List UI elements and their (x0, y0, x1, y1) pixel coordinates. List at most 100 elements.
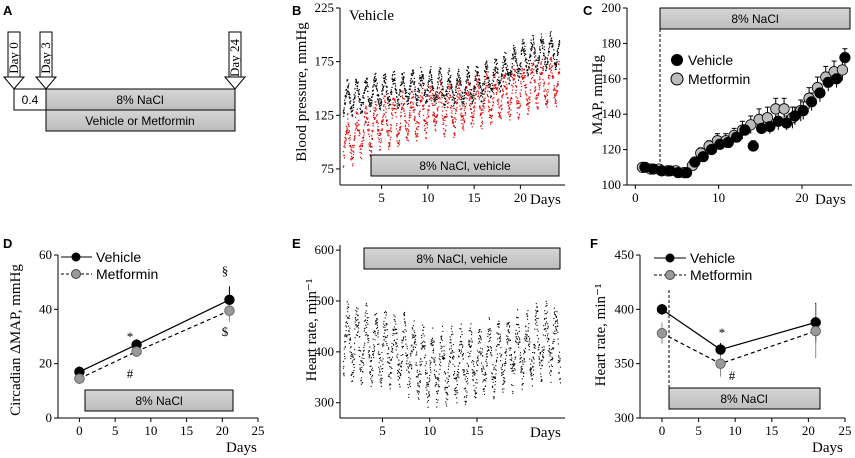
series1-point (440, 74, 442, 76)
series1-point (517, 72, 519, 75)
vehicle-point (839, 51, 851, 64)
heart-rate-point (438, 373, 440, 375)
series2-point (430, 90, 432, 92)
series1-point (522, 49, 524, 51)
series1-point (533, 53, 535, 55)
series1-point (468, 75, 471, 77)
series2-point (443, 133, 445, 136)
heart-rate-point (411, 365, 413, 367)
series2-point (425, 136, 427, 139)
series1-point (426, 88, 428, 90)
series2-point (549, 67, 551, 69)
heart-rate-point (431, 344, 433, 346)
heart-rate-point (360, 383, 362, 385)
series2-point (508, 108, 510, 110)
series2-point (386, 131, 388, 133)
series1-point (529, 59, 531, 62)
heart-rate-point (412, 328, 414, 330)
heart-rate-point (447, 394, 449, 396)
heart-rate-point (549, 349, 551, 351)
heart-rate-point (489, 333, 491, 335)
heart-rate-point (353, 342, 356, 344)
series2-point (453, 136, 455, 138)
series2-point (527, 102, 529, 104)
series2-point (414, 116, 416, 118)
heart-rate-point (484, 374, 486, 376)
series1-point (521, 47, 523, 49)
panel-d-xtick-label: 0 (76, 423, 83, 438)
series2-point (501, 97, 503, 99)
heart-rate-point (362, 362, 364, 364)
heart-rate-point (465, 401, 467, 403)
series2-point (374, 110, 376, 112)
series1-point (371, 96, 373, 99)
series2-point (553, 76, 555, 78)
series1-point (346, 86, 349, 88)
series2-point (510, 98, 512, 100)
heart-rate-point (482, 367, 485, 369)
heart-rate-point (378, 357, 381, 360)
heart-rate-point (377, 343, 379, 345)
series2-point (502, 90, 504, 92)
heart-rate-point (538, 358, 540, 360)
heart-rate-point (363, 346, 365, 349)
heart-rate-point (432, 350, 435, 352)
series2-point (489, 114, 491, 117)
series1-point (358, 100, 360, 102)
series1-point (413, 82, 416, 84)
series1-point (348, 93, 350, 95)
heart-rate-point (544, 313, 546, 315)
series2-point (550, 69, 553, 71)
series2-point (470, 123, 472, 125)
series1-point (348, 92, 350, 94)
series1-point (516, 65, 519, 67)
heart-rate-point (502, 391, 504, 393)
heart-rate-point (528, 343, 530, 345)
series1-point (496, 71, 498, 74)
series2-point (458, 94, 461, 96)
series2-point (429, 91, 432, 93)
series2-point (431, 97, 433, 99)
series1-point (467, 67, 469, 69)
heart-rate-point (546, 328, 548, 330)
heart-rate-point (415, 344, 417, 346)
series1-point (396, 96, 398, 98)
heart-rate-point (513, 361, 515, 363)
series2-point (346, 127, 348, 129)
series2-point (473, 111, 475, 113)
heart-rate-point (463, 370, 465, 372)
series1-point (432, 87, 434, 90)
series2-point (343, 165, 345, 167)
series2-point (375, 103, 377, 106)
heart-rate-point (547, 333, 549, 335)
series2-point (516, 100, 518, 102)
heart-rate-point (505, 354, 508, 356)
heart-rate-point (514, 333, 517, 335)
series2-point (374, 101, 376, 103)
series2-point (433, 112, 436, 114)
series1-point (537, 59, 539, 61)
heart-rate-point (500, 354, 502, 357)
heart-rate-point (557, 338, 559, 340)
heart-rate-point (506, 323, 508, 325)
series1-point (496, 71, 498, 73)
heart-rate-point (436, 401, 438, 403)
heart-rate-point (348, 342, 351, 344)
heart-rate-point (485, 356, 488, 358)
heart-rate-point (425, 372, 427, 374)
series1-point (366, 82, 368, 84)
heart-rate-point (382, 345, 384, 347)
heart-rate-point (389, 359, 391, 361)
series2-point (367, 130, 369, 132)
heart-rate-point (479, 352, 481, 354)
series2-point (403, 110, 405, 112)
heart-rate-point (378, 351, 380, 353)
series1-point (398, 103, 400, 106)
heart-rate-point (523, 359, 525, 361)
series1-point (360, 104, 362, 106)
series1-point (422, 76, 424, 78)
heart-rate-point (415, 351, 418, 353)
panel-f-ylabel: Heart rate, min⁻¹ (593, 284, 609, 387)
heart-rate-point (475, 397, 477, 399)
series1-point (469, 84, 471, 86)
